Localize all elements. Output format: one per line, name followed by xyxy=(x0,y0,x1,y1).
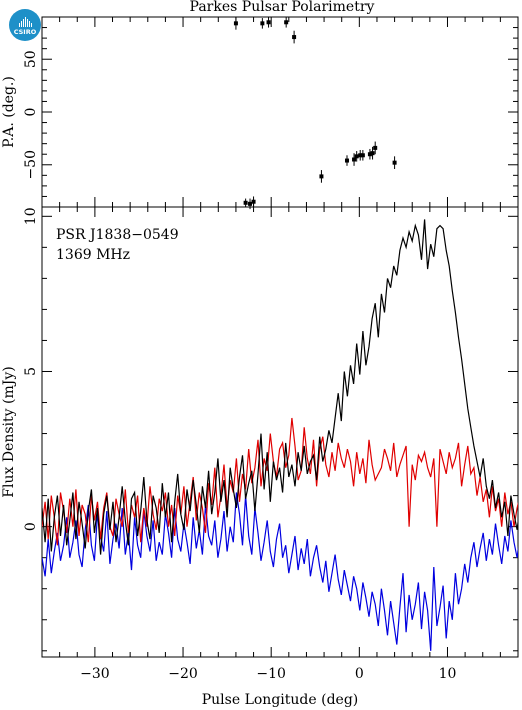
pa-point xyxy=(260,21,265,26)
flux-y-tick-label: 0 xyxy=(23,522,39,531)
pa-point xyxy=(243,200,248,205)
circular-pol-line xyxy=(42,492,518,651)
flux-axis-ticks: −30 −20 −10 0 10 0 5 10 xyxy=(23,207,519,682)
pa-point xyxy=(266,20,271,25)
pa-point xyxy=(233,21,238,26)
pa-panel-frame xyxy=(41,16,519,208)
pa-point xyxy=(367,152,372,157)
total-intensity-line xyxy=(42,219,518,555)
pa-point xyxy=(358,153,363,158)
csiro-logo: CSIRO xyxy=(9,9,41,41)
logo-bars-icon xyxy=(18,17,33,27)
pa-y-axis-label: P.A. (deg.) xyxy=(1,76,17,148)
flux-y-tick-label: 5 xyxy=(23,367,39,376)
pa-point xyxy=(292,35,297,40)
pa-point xyxy=(360,153,365,158)
x-tick-label: 0 xyxy=(355,666,364,682)
pa-axis-ticks: −50 0 50 xyxy=(23,16,519,208)
pa-point xyxy=(284,20,289,25)
pa-point xyxy=(344,158,349,163)
x-tick-label: 10 xyxy=(439,666,457,682)
linear-pol-line xyxy=(42,417,518,546)
pa-point xyxy=(354,154,359,159)
pa-points xyxy=(233,17,397,210)
pa-point xyxy=(352,157,357,162)
flux-y-axis-label: Flux Density (mJy) xyxy=(1,366,17,497)
pa-y-tick-label: −50 xyxy=(23,150,39,180)
pa-point xyxy=(370,151,375,156)
x-tick-label: −10 xyxy=(256,666,286,682)
x-tick-label: −20 xyxy=(168,666,198,682)
pa-point xyxy=(319,174,324,179)
pa-y-tick-label: 50 xyxy=(23,50,39,68)
frequency-label: 1369 MHz xyxy=(56,247,130,263)
pa-point xyxy=(251,199,256,204)
flux-y-tick-label: 10 xyxy=(23,207,39,225)
flux-series-lines xyxy=(42,219,518,651)
pa-y-tick-label: 0 xyxy=(23,108,39,117)
pa-point xyxy=(248,201,253,206)
chart-title: Parkes Pulsar Polarimetry xyxy=(190,0,375,15)
pulsar-name-label: PSR J1838−0549 xyxy=(56,227,179,243)
x-axis-label: Pulse Longitude (deg) xyxy=(202,692,359,708)
logo-text: CSIRO xyxy=(13,28,37,36)
pa-point xyxy=(392,160,397,165)
flux-panel-frame xyxy=(41,206,519,658)
pa-point xyxy=(373,145,378,150)
x-tick-label: −30 xyxy=(80,666,110,682)
